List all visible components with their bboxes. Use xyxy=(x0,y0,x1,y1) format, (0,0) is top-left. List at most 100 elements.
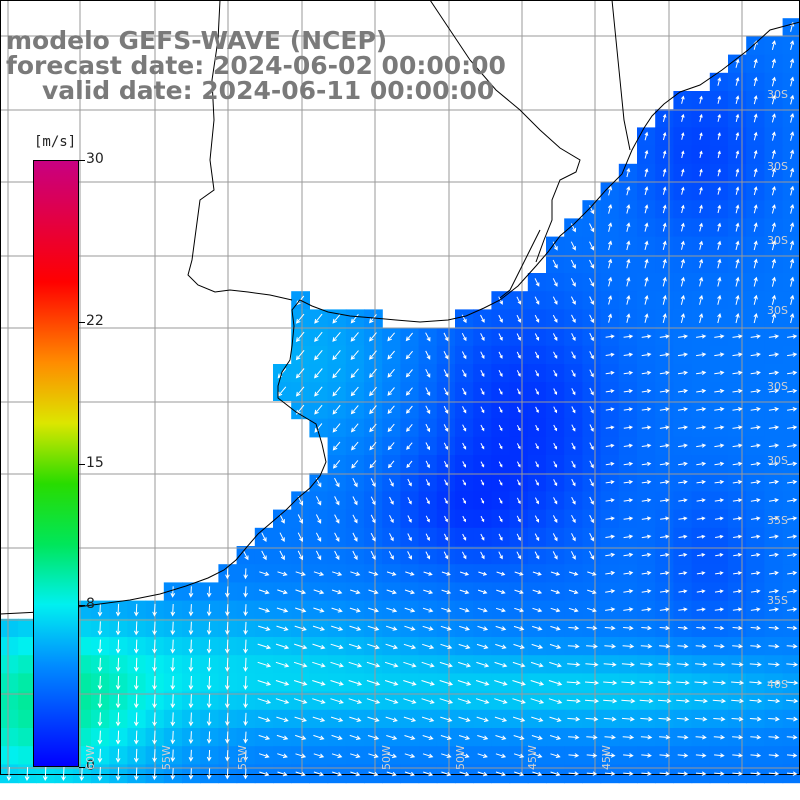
wind-arrow xyxy=(735,294,740,305)
wind-arrow xyxy=(407,497,412,505)
wind-arrow xyxy=(115,730,121,745)
wind-arrow xyxy=(516,388,521,395)
wind-arrow xyxy=(787,534,798,539)
wind-arrow xyxy=(425,551,431,560)
wind-arrow xyxy=(605,389,615,393)
wind-arrow xyxy=(717,95,722,104)
wind-arrow xyxy=(768,607,780,612)
wind-arrow xyxy=(512,698,526,704)
wind-arrow xyxy=(42,766,48,782)
wind-arrow xyxy=(404,735,416,740)
wind-arrow xyxy=(314,349,323,361)
wind-arrow xyxy=(549,716,562,722)
wind-arrow xyxy=(443,460,448,468)
wind-arrow xyxy=(188,768,194,780)
wind-arrow xyxy=(512,716,526,722)
wind-arrow xyxy=(275,698,290,704)
wind-arrow xyxy=(789,276,795,287)
wind-arrow xyxy=(749,662,762,667)
wind-arrow xyxy=(717,204,722,214)
wind-arrow xyxy=(695,662,708,667)
wind-arrow xyxy=(332,459,341,469)
wind-arrow xyxy=(459,625,471,631)
wind-arrow xyxy=(224,675,230,691)
wind-arrow xyxy=(476,716,489,722)
wind-arrow xyxy=(735,222,740,232)
wind-arrow xyxy=(639,680,654,686)
wind-arrow xyxy=(659,352,670,357)
wind-arrow xyxy=(552,278,558,287)
wind-arrow xyxy=(425,479,430,487)
wind-arrow xyxy=(787,461,798,467)
wind-arrow xyxy=(312,643,326,650)
wind-arrow xyxy=(623,552,634,557)
border-path xyxy=(611,0,631,151)
wind-arrow xyxy=(659,479,670,485)
wind-arrow xyxy=(170,712,176,727)
wind-arrow xyxy=(589,369,594,378)
wind-arrow xyxy=(571,314,576,324)
wind-arrow xyxy=(514,771,525,777)
wind-arrow xyxy=(750,643,762,649)
wind-arrow xyxy=(313,607,325,613)
wind-arrow xyxy=(480,533,485,541)
wind-arrow xyxy=(261,550,267,561)
wind-arrow xyxy=(495,753,507,758)
wind-arrow xyxy=(534,497,539,505)
wind-arrow xyxy=(476,661,490,668)
wind-arrow xyxy=(732,425,743,430)
wind-arrow xyxy=(750,607,761,612)
wind-arrow xyxy=(352,550,358,561)
wind-arrow xyxy=(498,424,503,432)
wind-arrow xyxy=(496,589,506,594)
wind-arrow xyxy=(462,515,466,523)
wind-arrow xyxy=(350,368,359,379)
wind-arrow xyxy=(735,240,740,251)
wind-arrow xyxy=(570,278,576,287)
wind-arrow xyxy=(608,240,613,251)
wind-arrow xyxy=(787,443,798,448)
wind-arrow xyxy=(516,296,522,305)
wind-arrow xyxy=(604,643,617,649)
wind-arrow xyxy=(717,222,722,232)
latitude-label: 35S xyxy=(767,594,788,607)
wind-arrow xyxy=(589,532,594,542)
wind-arrow xyxy=(330,716,344,722)
wind-arrow xyxy=(787,407,798,412)
wind-arrow xyxy=(787,334,798,339)
wind-arrow xyxy=(567,643,580,649)
wind-arrow xyxy=(459,571,470,576)
wind-arrow xyxy=(717,186,721,195)
wind-arrow xyxy=(535,479,539,486)
wind-arrow xyxy=(480,388,485,396)
wind-arrow xyxy=(735,150,740,159)
wind-arrow xyxy=(225,750,230,762)
wind-arrow xyxy=(567,662,581,667)
wind-arrow xyxy=(733,552,743,557)
wind-arrow xyxy=(660,516,670,521)
wind-arrow xyxy=(750,352,761,357)
wind-arrow xyxy=(389,533,394,542)
wind-arrow xyxy=(480,369,485,378)
wind-arrow xyxy=(421,716,435,722)
wind-arrow xyxy=(387,387,395,396)
wind-arrow xyxy=(622,734,635,740)
wind-arrow xyxy=(605,352,615,357)
wind-arrow xyxy=(790,149,795,160)
wind-arrow xyxy=(403,661,417,668)
wind-arrow xyxy=(715,553,724,557)
wind-arrow xyxy=(731,662,744,667)
wind-arrow xyxy=(475,680,490,686)
wind-arrow xyxy=(641,498,652,503)
wind-arrow xyxy=(461,369,467,378)
wind-arrow xyxy=(134,603,139,617)
wind-arrow xyxy=(644,168,649,177)
wind-arrow xyxy=(568,753,580,758)
wind-arrow xyxy=(586,734,598,740)
wind-arrow xyxy=(605,334,615,339)
wind-arrow xyxy=(750,498,761,503)
wind-arrow xyxy=(750,443,761,448)
wind-arrow xyxy=(440,643,453,650)
wind-arrow xyxy=(312,625,325,631)
wind-arrow xyxy=(789,294,795,305)
